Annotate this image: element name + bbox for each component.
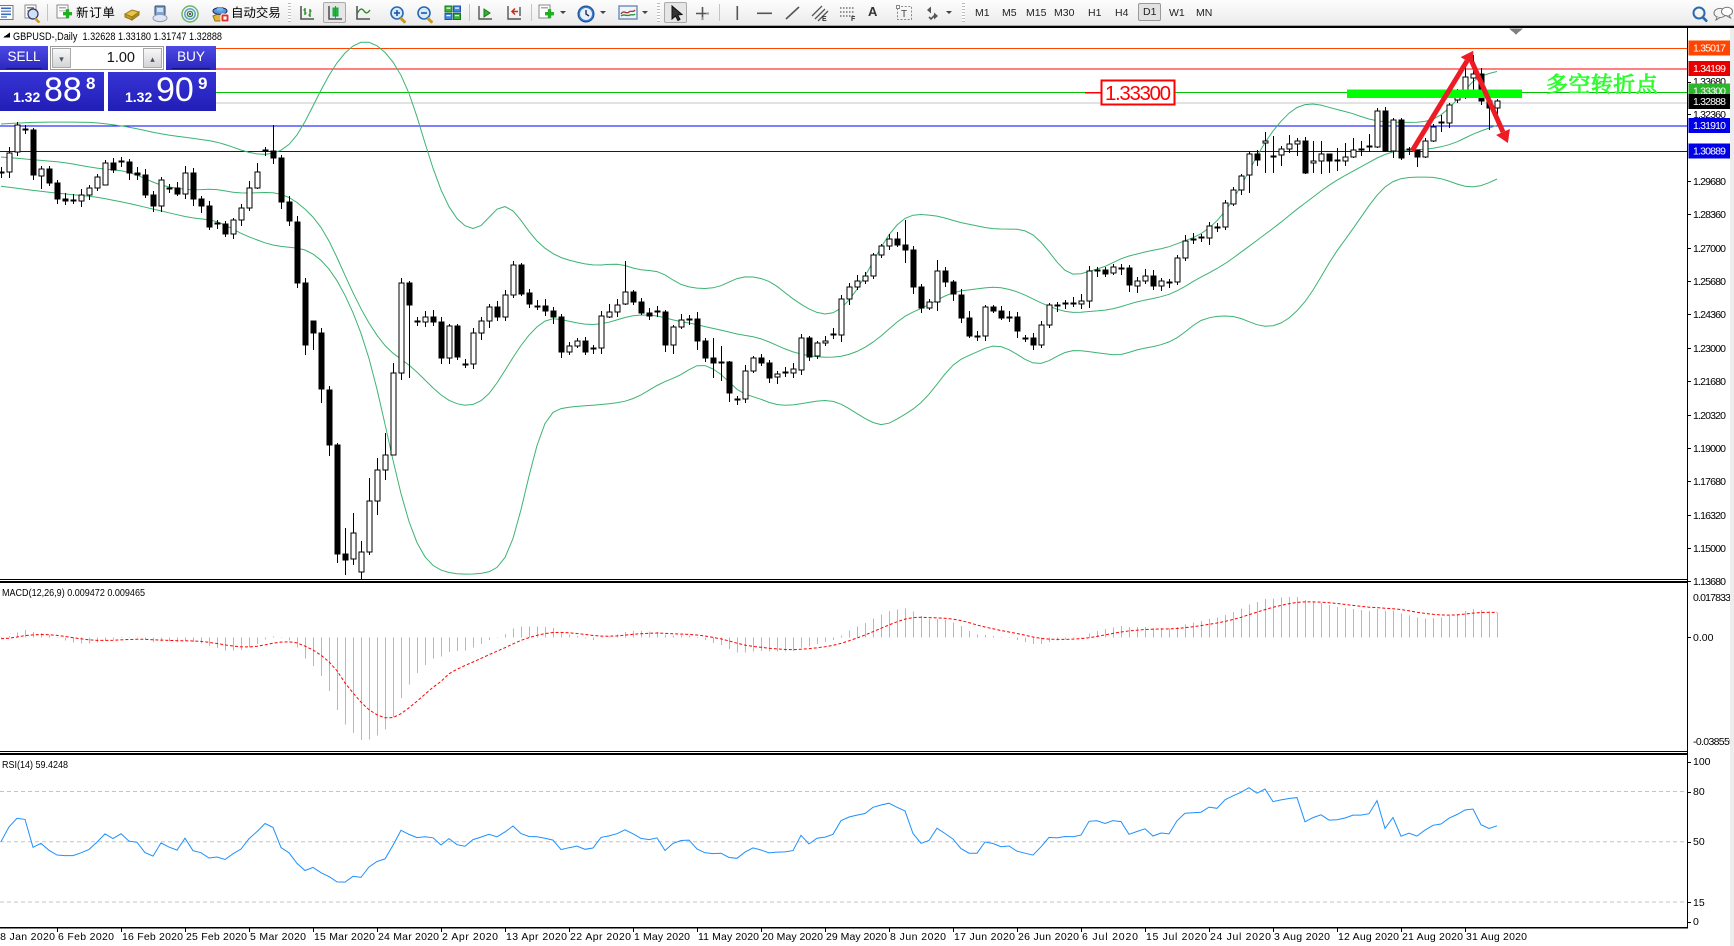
svg-text:26 Jun 2020: 26 Jun 2020: [1018, 931, 1079, 943]
svg-text:1 May 2020: 1 May 2020: [634, 931, 690, 943]
svg-text:1.24360: 1.24360: [1693, 309, 1726, 321]
svg-text:22 Apr 2020: 22 Apr 2020: [570, 931, 631, 943]
svg-text:RSI(14) 59.4248: RSI(14) 59.4248: [2, 759, 68, 771]
svg-text:15 Jul 2020: 15 Jul 2020: [1146, 931, 1207, 943]
svg-text:1.35017: 1.35017: [1693, 43, 1726, 55]
svg-text:1.21680: 1.21680: [1693, 376, 1726, 388]
svg-text:1.31910: 1.31910: [1693, 120, 1726, 132]
svg-text:29 May 2020: 29 May 2020: [826, 931, 887, 943]
svg-text:0.017833: 0.017833: [1693, 592, 1731, 604]
svg-text:5 Mar 2020: 5 Mar 2020: [250, 931, 306, 943]
svg-text:31 Aug 2020: 31 Aug 2020: [1466, 931, 1527, 943]
svg-text:1.20320: 1.20320: [1693, 410, 1726, 422]
svg-text:T: T: [901, 9, 907, 20]
svg-text:21 Aug 2020: 21 Aug 2020: [1402, 931, 1463, 943]
svg-text:6 Jul 2020: 6 Jul 2020: [1082, 931, 1138, 943]
svg-text:20 May 2020: 20 May 2020: [762, 931, 823, 943]
svg-text:1.32360: 1.32360: [1693, 109, 1726, 121]
svg-text:1.17680: 1.17680: [1693, 476, 1726, 488]
svg-text:MACD(12,26,9) 0.009472 0.00946: MACD(12,26,9) 0.009472 0.009465: [2, 587, 145, 599]
svg-text:1.30889: 1.30889: [1693, 146, 1726, 158]
svg-text:1.27000: 1.27000: [1693, 243, 1726, 255]
svg-text:1.29680: 1.29680: [1693, 176, 1726, 188]
svg-text:3 Aug 2020: 3 Aug 2020: [1274, 931, 1330, 943]
svg-text:80: 80: [1693, 786, 1705, 798]
svg-text:17 Jun 2020: 17 Jun 2020: [954, 931, 1015, 943]
svg-text:1.16320: 1.16320: [1693, 510, 1726, 522]
svg-text:1.25680: 1.25680: [1693, 276, 1726, 288]
svg-text:1.34199: 1.34199: [1693, 63, 1726, 75]
svg-text:16 Feb 2020: 16 Feb 2020: [122, 931, 183, 943]
svg-text:2 Apr 2020: 2 Apr 2020: [442, 931, 498, 943]
svg-text:100: 100: [1693, 756, 1711, 768]
svg-text:8 Jun 2020: 8 Jun 2020: [890, 931, 946, 943]
svg-text:1.15000: 1.15000: [1693, 543, 1726, 555]
svg-text:13 Apr 2020: 13 Apr 2020: [506, 931, 567, 943]
svg-text:12 Aug 2020: 12 Aug 2020: [1338, 931, 1399, 943]
svg-text:GBPUSD-,Daily 1.32628 1.33180: GBPUSD-,Daily 1.32628 1.33180 1.31747 1.…: [13, 31, 222, 43]
svg-text:50: 50: [1693, 836, 1705, 848]
svg-text:0: 0: [1693, 916, 1699, 928]
svg-text:25 Feb 2020: 25 Feb 2020: [186, 931, 247, 943]
svg-text:11 May 2020: 11 May 2020: [698, 931, 759, 943]
svg-text:15 Mar 2020: 15 Mar 2020: [314, 931, 375, 943]
svg-text:-0.038559: -0.038559: [1693, 736, 1734, 748]
svg-text:0.00: 0.00: [1693, 632, 1714, 644]
svg-text:15: 15: [1693, 897, 1705, 909]
svg-text:6 Feb 2020: 6 Feb 2020: [58, 931, 114, 943]
svg-text:28 Jan 2020: 28 Jan 2020: [0, 931, 55, 943]
svg-text:1.23000: 1.23000: [1693, 343, 1726, 355]
svg-text:E: E: [822, 16, 827, 23]
svg-text:1.19000: 1.19000: [1693, 443, 1726, 455]
svg-text:1.32888: 1.32888: [1693, 96, 1726, 108]
svg-text:1.28360: 1.28360: [1693, 209, 1726, 221]
svg-text:24 Mar 2020: 24 Mar 2020: [378, 931, 439, 943]
svg-text:24 Jul 2020: 24 Jul 2020: [1210, 931, 1271, 943]
svg-text:F: F: [851, 16, 856, 23]
svg-text:1.33300: 1.33300: [1105, 82, 1171, 105]
svg-text:1.13680: 1.13680: [1693, 576, 1726, 588]
